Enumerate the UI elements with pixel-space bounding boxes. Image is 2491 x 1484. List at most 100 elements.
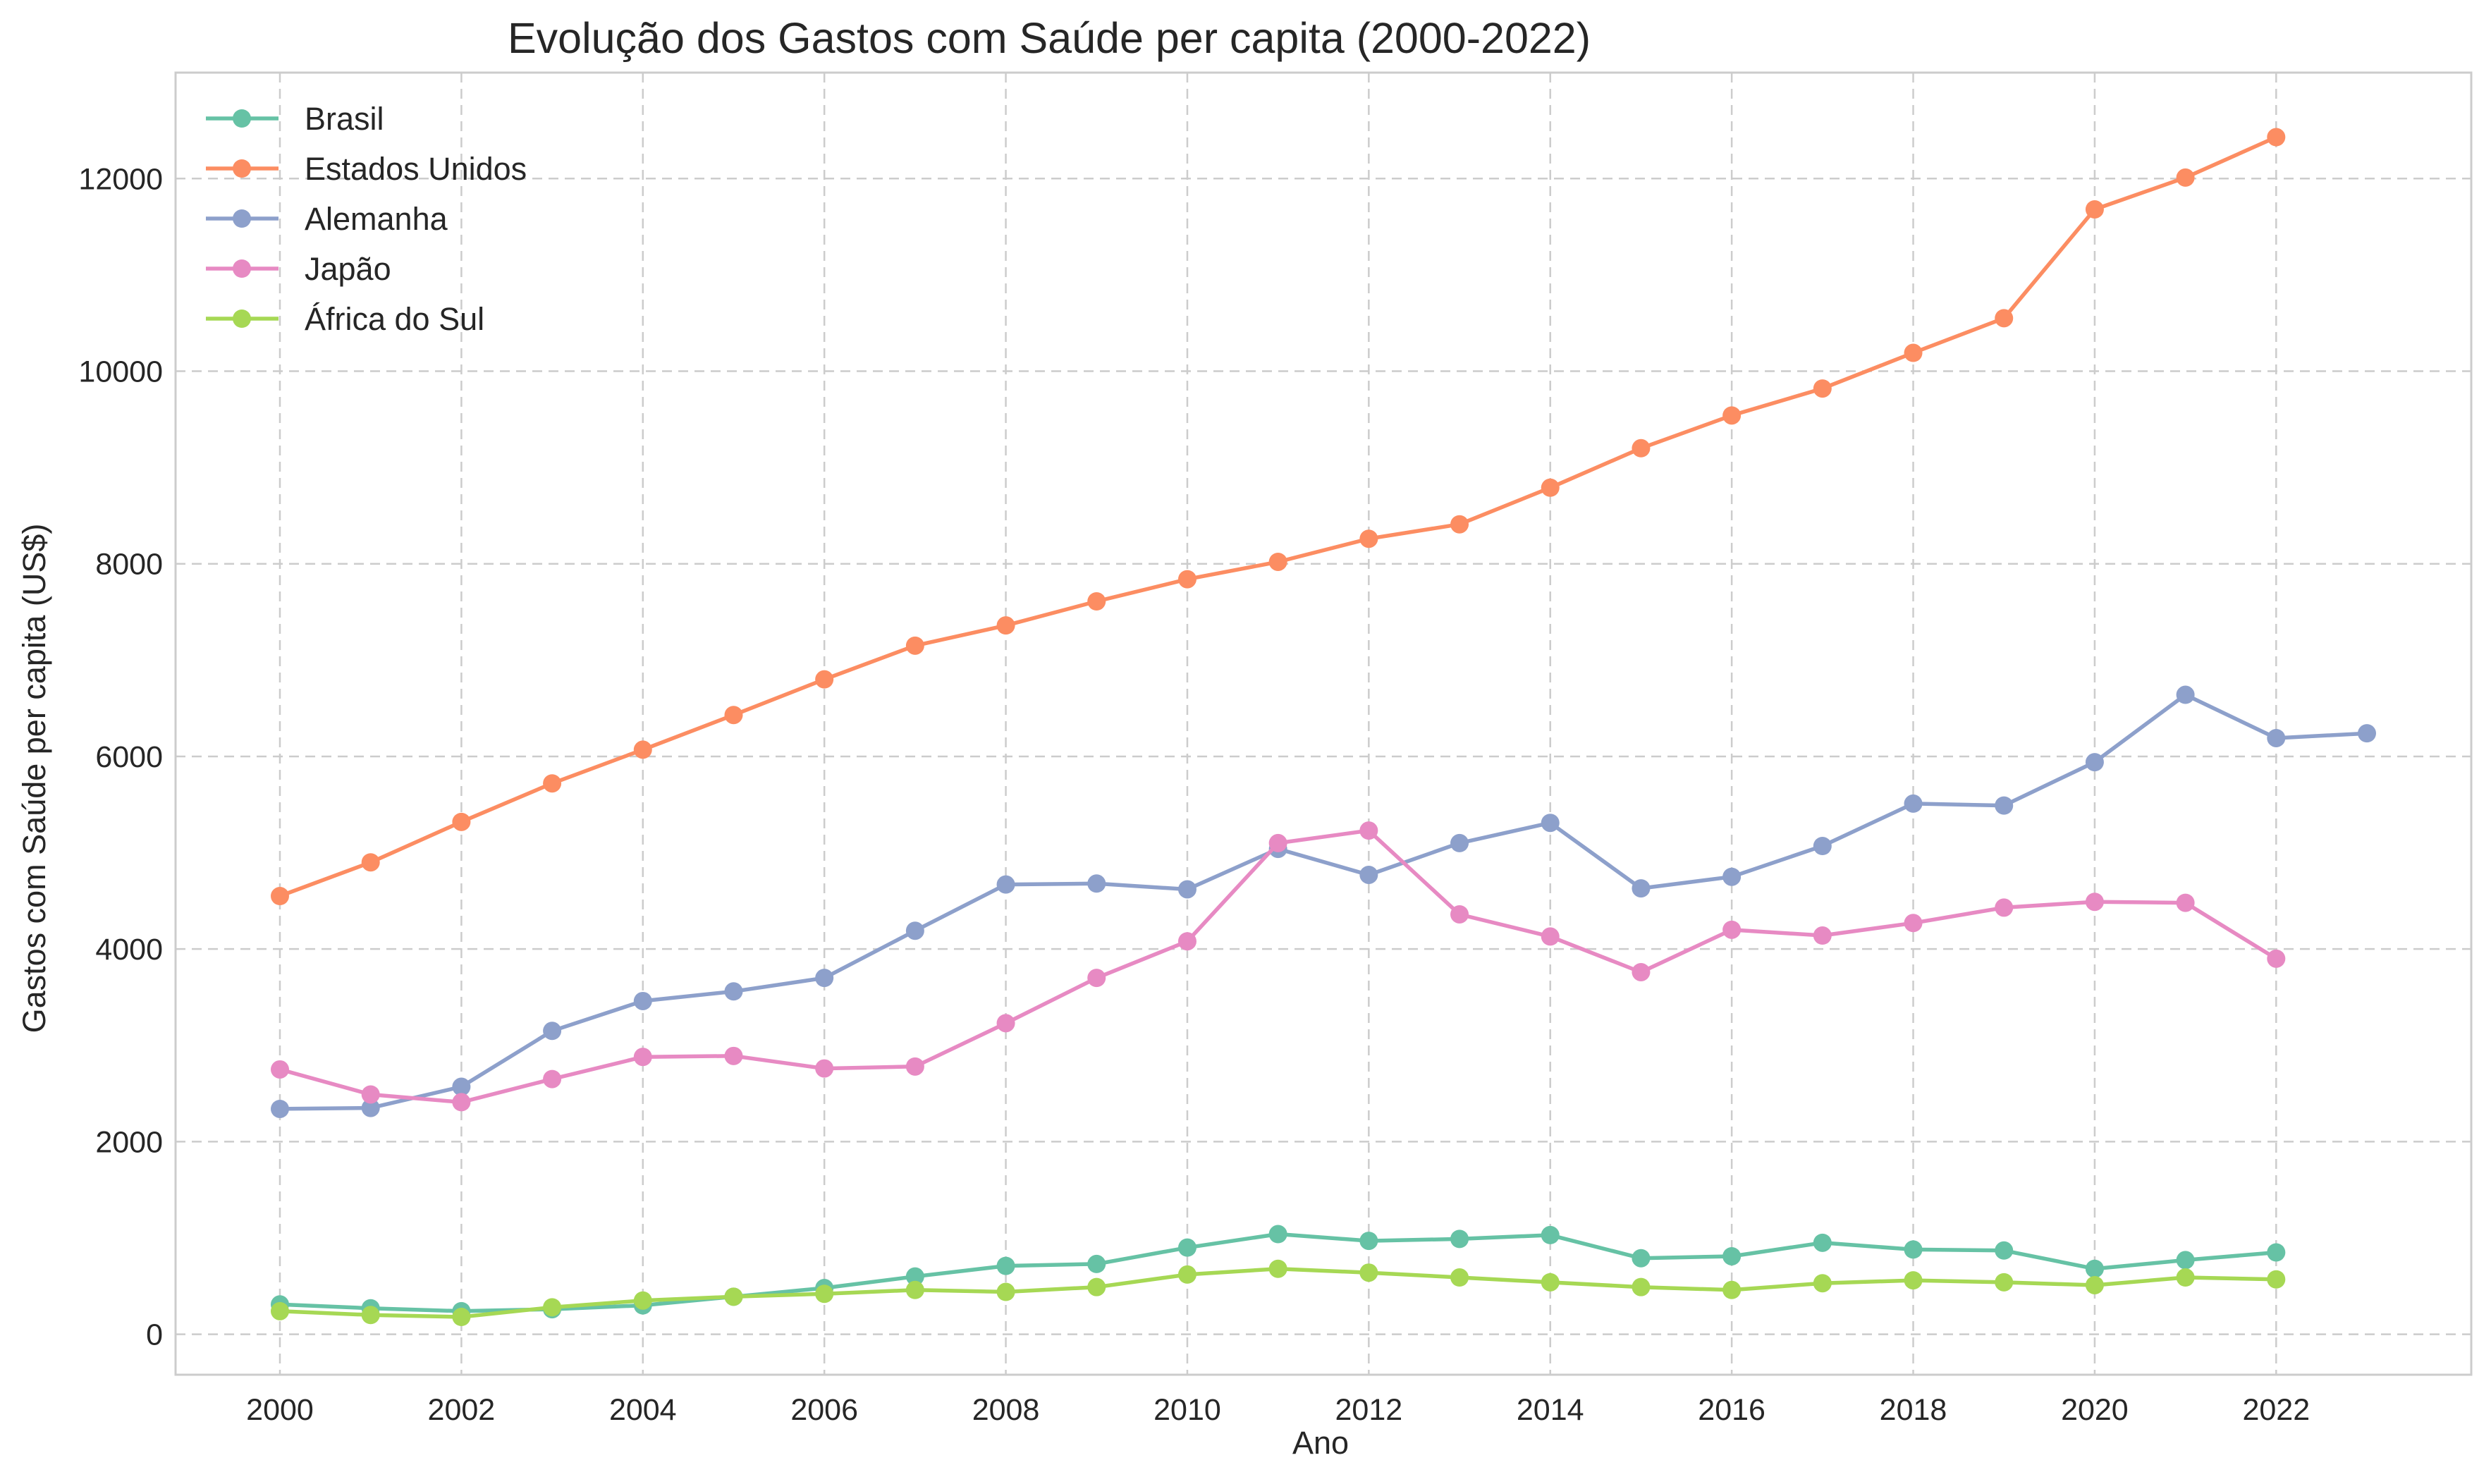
data-point-japao bbox=[2085, 893, 2104, 912]
data-point-japao bbox=[633, 1048, 652, 1067]
data-point-alemanha bbox=[905, 921, 924, 940]
data-point-estados-unidos bbox=[905, 636, 924, 655]
data-point-alemanha bbox=[815, 969, 834, 988]
data-point-alemanha bbox=[1087, 874, 1106, 893]
legend-label: Estados Unidos bbox=[305, 151, 527, 187]
data-point-africa-do-sul bbox=[452, 1308, 471, 1327]
data-point-japao bbox=[543, 1069, 562, 1089]
data-point-estados-unidos bbox=[1177, 570, 1196, 589]
data-point-japao bbox=[1722, 920, 1742, 939]
data-point-africa-do-sul bbox=[1904, 1271, 1923, 1290]
data-point-estados-unidos bbox=[452, 812, 471, 831]
data-point-africa-do-sul bbox=[1813, 1274, 1832, 1293]
data-point-brasil bbox=[1541, 1225, 1560, 1244]
legend-item-brasil: Brasil bbox=[206, 101, 384, 137]
data-point-estados-unidos bbox=[724, 706, 743, 725]
data-point-alemanha bbox=[1359, 865, 1378, 884]
data-point-africa-do-sul bbox=[1722, 1280, 1742, 1299]
legend-swatch-marker bbox=[233, 209, 251, 228]
data-point-brasil bbox=[1995, 1241, 2014, 1260]
data-point-brasil bbox=[2176, 1251, 2195, 1270]
data-point-brasil bbox=[1813, 1233, 1832, 1252]
data-point-alemanha bbox=[724, 982, 743, 1001]
x-tick-label: 2020 bbox=[2061, 1393, 2129, 1427]
data-point-japao bbox=[361, 1085, 380, 1104]
legend-item-africa-do-sul: África do Sul bbox=[206, 301, 484, 337]
data-point-japao bbox=[1087, 969, 1106, 988]
data-point-alemanha bbox=[2267, 728, 2286, 747]
legend-label: Alemanha bbox=[305, 201, 448, 237]
data-point-japao bbox=[815, 1059, 834, 1078]
data-point-brasil bbox=[1450, 1229, 1469, 1249]
data-point-africa-do-sul bbox=[1177, 1265, 1196, 1284]
legend-swatch-marker bbox=[233, 159, 251, 178]
grid bbox=[176, 73, 2471, 1375]
x-tick-label: 2002 bbox=[428, 1393, 496, 1427]
data-point-estados-unidos bbox=[2176, 168, 2195, 187]
y-tick-label: 12000 bbox=[78, 162, 163, 196]
data-point-japao bbox=[1177, 932, 1196, 951]
data-point-alemanha bbox=[633, 991, 652, 1010]
data-point-alemanha bbox=[1177, 880, 1196, 899]
data-point-africa-do-sul bbox=[1995, 1273, 2014, 1292]
data-point-alemanha bbox=[543, 1022, 562, 1041]
data-point-alemanha bbox=[361, 1098, 380, 1117]
data-point-africa-do-sul bbox=[724, 1287, 743, 1306]
data-point-africa-do-sul bbox=[633, 1291, 652, 1310]
legend-swatch-marker bbox=[233, 259, 251, 278]
data-point-estados-unidos bbox=[2267, 128, 2286, 147]
data-point-japao bbox=[724, 1046, 743, 1065]
x-tick-label: 2000 bbox=[246, 1393, 314, 1427]
data-point-brasil bbox=[2085, 1259, 2104, 1278]
data-point-estados-unidos bbox=[1722, 406, 1742, 425]
data-point-japao bbox=[2267, 949, 2286, 968]
data-point-japao bbox=[271, 1060, 289, 1079]
data-point-alemanha bbox=[1904, 794, 1923, 813]
data-point-africa-do-sul bbox=[1359, 1263, 1378, 1282]
data-point-estados-unidos bbox=[1904, 343, 1923, 362]
data-point-estados-unidos bbox=[1268, 552, 1287, 571]
y-tick-label: 0 bbox=[146, 1318, 163, 1352]
data-point-brasil bbox=[1904, 1240, 1923, 1259]
data-point-alemanha bbox=[1995, 796, 2014, 815]
y-axis-label: Gastos com Saúde per capita (US$) bbox=[16, 524, 52, 1034]
data-point-brasil bbox=[1632, 1249, 1651, 1268]
data-point-africa-do-sul bbox=[271, 1301, 289, 1320]
data-point-africa-do-sul bbox=[815, 1284, 834, 1304]
data-point-brasil bbox=[996, 1256, 1015, 1275]
data-point-alemanha bbox=[452, 1077, 471, 1096]
data-point-alemanha bbox=[1541, 814, 1560, 833]
data-point-estados-unidos bbox=[361, 853, 380, 872]
data-point-africa-do-sul bbox=[1268, 1259, 1287, 1278]
data-point-brasil bbox=[2267, 1243, 2286, 1262]
legend-item-alemanha: Alemanha bbox=[206, 201, 448, 237]
data-point-africa-do-sul bbox=[905, 1280, 924, 1299]
legend-item-japao: Japão bbox=[206, 251, 391, 287]
data-point-africa-do-sul bbox=[1087, 1277, 1106, 1296]
legend-item-estados-unidos: Estados Unidos bbox=[206, 151, 527, 187]
data-point-africa-do-sul bbox=[543, 1298, 562, 1317]
x-tick-label: 2010 bbox=[1153, 1393, 1221, 1427]
x-tick-label: 2004 bbox=[609, 1393, 677, 1427]
data-point-japao bbox=[1359, 821, 1378, 840]
data-point-brasil bbox=[1177, 1238, 1196, 1257]
data-point-estados-unidos bbox=[1450, 515, 1469, 534]
data-point-estados-unidos bbox=[1359, 529, 1378, 548]
x-tick-label: 2022 bbox=[2242, 1393, 2310, 1427]
data-point-estados-unidos bbox=[1813, 379, 1832, 398]
data-point-japao bbox=[1268, 833, 1287, 852]
axes-frame bbox=[174, 71, 2473, 1376]
data-point-japao bbox=[905, 1057, 924, 1076]
data-point-alemanha bbox=[2358, 724, 2376, 743]
data-point-africa-do-sul bbox=[1450, 1268, 1469, 1287]
y-tick-label: 6000 bbox=[95, 740, 163, 774]
data-point-alemanha bbox=[1813, 836, 1832, 855]
legend-label: Japão bbox=[305, 251, 391, 287]
data-point-japao bbox=[452, 1093, 471, 1112]
data-point-alemanha bbox=[1632, 879, 1651, 898]
data-point-japao bbox=[1450, 904, 1469, 924]
data-point-estados-unidos bbox=[815, 670, 834, 689]
data-point-brasil bbox=[905, 1267, 924, 1286]
legend-label: África do Sul bbox=[305, 301, 484, 337]
data-point-brasil bbox=[1087, 1254, 1106, 1273]
